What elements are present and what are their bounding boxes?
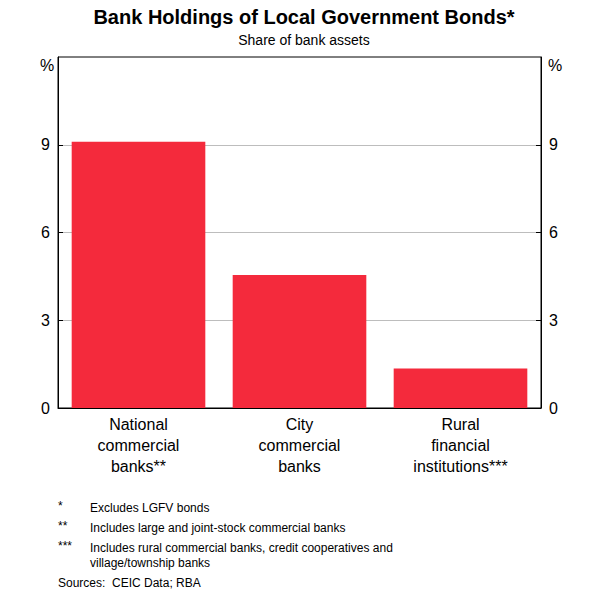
svg-text:commercial: commercial	[259, 437, 341, 454]
svg-text:banks: banks	[278, 458, 321, 475]
svg-text:Excludes LGFV bonds: Excludes LGFV bonds	[90, 501, 209, 515]
svg-text:banks**: banks**	[111, 458, 166, 475]
svg-text:Includes rural commercial bank: Includes rural commercial banks, credit …	[90, 541, 393, 555]
svg-text:3: 3	[41, 312, 50, 329]
svg-text:institutions***: institutions***	[413, 458, 507, 475]
svg-text:commercial: commercial	[98, 437, 180, 454]
svg-text:National: National	[109, 416, 168, 433]
svg-text:*: *	[58, 499, 63, 513]
svg-text:Share of bank assets: Share of bank assets	[238, 32, 370, 48]
svg-text:6: 6	[549, 224, 558, 241]
svg-text:3: 3	[549, 312, 558, 329]
svg-text:financial: financial	[431, 437, 490, 454]
svg-text:9: 9	[549, 136, 558, 153]
svg-text:village/township banks: village/township banks	[90, 556, 210, 570]
svg-text:0: 0	[549, 400, 558, 417]
svg-text:Includes large and joint-stock: Includes large and joint-stock commercia…	[90, 521, 345, 535]
svg-text:0: 0	[41, 400, 50, 417]
svg-text:Bank Holdings of Local Governm: Bank Holdings of Local Government Bonds*	[93, 6, 514, 28]
svg-text:**: **	[58, 519, 68, 533]
svg-text:***: ***	[58, 539, 72, 553]
svg-text:Sources: CEIC Data; RBA: Sources: CEIC Data; RBA	[58, 576, 201, 590]
svg-text:6: 6	[41, 224, 50, 241]
svg-text:Rural: Rural	[441, 416, 479, 433]
svg-text:%: %	[548, 57, 562, 74]
svg-text:City: City	[286, 416, 314, 433]
svg-text:%: %	[40, 57, 54, 74]
svg-text:9: 9	[41, 136, 50, 153]
